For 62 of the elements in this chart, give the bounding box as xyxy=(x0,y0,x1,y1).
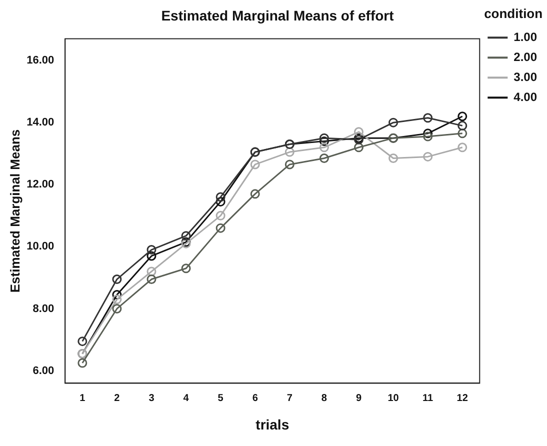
point xyxy=(181,264,191,274)
point xyxy=(388,118,398,128)
x-tick-label: 12 xyxy=(456,392,468,404)
point xyxy=(354,142,364,152)
point xyxy=(388,154,398,164)
point xyxy=(250,160,260,170)
point xyxy=(146,274,156,284)
y-tick-label: 10.00 xyxy=(26,240,54,253)
legend-label: 3.00 xyxy=(514,70,538,84)
x-tick-label: 8 xyxy=(321,392,328,404)
point xyxy=(78,336,88,346)
point xyxy=(181,231,191,241)
point xyxy=(112,274,122,284)
legend-label: 2.00 xyxy=(514,50,538,64)
x-tick-label: 7 xyxy=(286,392,293,404)
x-tick-label: 6 xyxy=(252,392,258,404)
point xyxy=(319,133,329,143)
point xyxy=(146,245,156,255)
x-tick-label: 11 xyxy=(422,392,434,404)
point xyxy=(216,223,226,233)
y-tick-label: 8.00 xyxy=(32,302,54,315)
legend-label: 1.00 xyxy=(514,30,538,44)
point xyxy=(112,304,122,314)
point xyxy=(216,192,226,202)
x-tick-label: 1 xyxy=(80,392,86,404)
x-tick-label: 5 xyxy=(218,392,224,404)
x-tick-label: 10 xyxy=(388,392,400,404)
point xyxy=(458,120,468,130)
point xyxy=(284,147,294,157)
point xyxy=(319,136,329,146)
point xyxy=(423,152,433,162)
x-tick-label: 3 xyxy=(148,392,155,404)
point xyxy=(146,266,156,276)
y-tick-label: 6.00 xyxy=(32,364,54,377)
point xyxy=(112,290,122,300)
point xyxy=(112,294,122,304)
x-tick-label: 9 xyxy=(356,392,362,404)
legend-label: 4.00 xyxy=(514,90,538,104)
point xyxy=(458,128,468,138)
legend-title: condition xyxy=(484,6,543,22)
chart-title: Estimated Marginal Means of effort xyxy=(161,7,394,24)
point xyxy=(216,196,226,206)
y-tick-label: 16.00 xyxy=(26,54,54,67)
point xyxy=(250,189,260,199)
y-axis-title: Estimated Marginal Means xyxy=(7,129,22,293)
y-tick-label: 12.00 xyxy=(26,178,54,191)
x-axis-title: trials xyxy=(256,416,290,432)
point xyxy=(423,113,433,123)
point xyxy=(319,142,329,152)
y-tick-label: 14.00 xyxy=(26,116,54,129)
point xyxy=(319,154,329,164)
point xyxy=(423,132,433,142)
point xyxy=(146,251,156,261)
point xyxy=(78,358,88,368)
point xyxy=(458,112,468,122)
point xyxy=(216,210,226,220)
point xyxy=(458,142,468,152)
point xyxy=(423,128,433,138)
x-tick-label: 4 xyxy=(183,392,190,404)
point xyxy=(284,160,294,170)
point xyxy=(354,127,364,137)
x-tick-label: 2 xyxy=(114,392,120,404)
